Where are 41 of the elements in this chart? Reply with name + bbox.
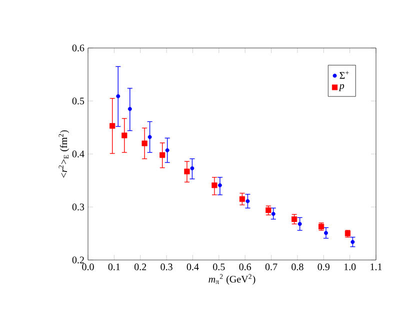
legend-label: Σ$^{+}$	[340, 71, 349, 79]
point	[116, 94, 120, 98]
point	[190, 166, 194, 170]
legend-label: p	[338, 84, 344, 92]
x-tick-label: 0.8	[292, 264, 304, 270]
x-tick-label: 0.3	[160, 264, 172, 270]
x-tick-label: 0.6	[239, 264, 252, 270]
point	[292, 216, 298, 222]
point	[324, 230, 328, 235]
point	[128, 106, 132, 111]
x-tick-label: 0.0	[82, 264, 94, 270]
y-tick-label: 0.3	[72, 204, 84, 210]
x-axis-title: m$_{π}$$^{2}$ (GeV$^{2}$)	[208, 274, 256, 285]
point	[266, 207, 272, 213]
point	[239, 196, 246, 202]
point	[160, 152, 166, 158]
point	[212, 182, 218, 188]
y-axis-title: <r$^{2}$>$_{E}$ (fm$^{2}$)	[58, 130, 70, 178]
y-tick-label: 0.4	[72, 150, 84, 158]
point	[218, 183, 222, 188]
y-tick-label: 0.2	[72, 256, 84, 264]
point	[271, 212, 276, 216]
point	[148, 135, 152, 140]
y-tick-label: 0.6	[72, 44, 84, 52]
y-tick-label: 0.5	[72, 98, 84, 104]
point	[350, 240, 355, 244]
point	[142, 140, 148, 146]
point	[298, 222, 302, 226]
x-tick-label: 0.9	[318, 264, 330, 270]
point	[122, 132, 128, 138]
x-tick-label: 0.4	[186, 264, 199, 270]
x-tick-label: 0.7	[265, 264, 278, 270]
x-tick-label: 0.2	[134, 264, 146, 270]
x-tick-label: 1.1	[370, 264, 382, 270]
x-tick-label: 0.5	[213, 264, 225, 270]
point	[184, 168, 190, 174]
point	[110, 123, 116, 129]
x-tick-label: 0.1	[108, 264, 120, 270]
x-tick-label: 1.0	[344, 264, 356, 270]
point	[165, 148, 170, 152]
point	[246, 199, 250, 204]
